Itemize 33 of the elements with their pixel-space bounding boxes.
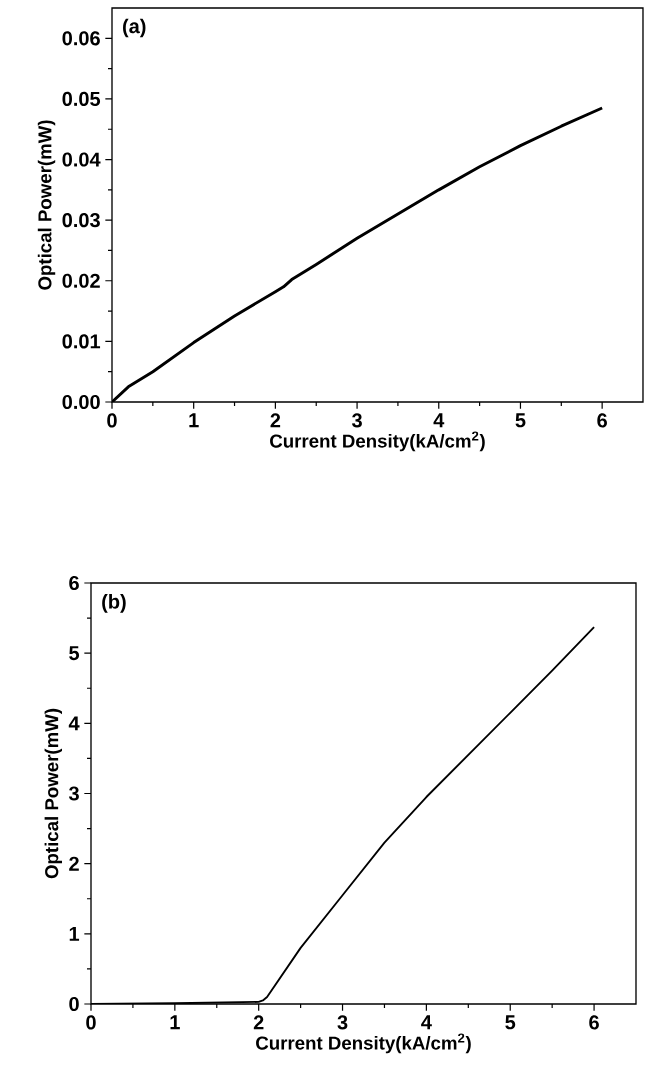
x-axis-title: Current Density(kA/cm$^{2}$) [256,1033,471,1054]
annotation: (b) [102,594,126,613]
y-tick-label: 5 [69,646,80,661]
y-tick-label: 0.00 [62,394,100,410]
y-tick-label: 3 [68,786,79,801]
x-tick-label: 3 [351,413,362,428]
y-tick-label: 0.03 [62,213,100,228]
y-axis-title: Optical Power(mW) [37,120,56,290]
x-tick-label: 6 [597,413,607,428]
x-tick-label: 1 [170,1015,180,1030]
x-tick-label: 4 [433,413,445,428]
x-tick-label: 6 [589,1015,599,1030]
x-tick-label: 2 [253,1015,264,1030]
y-tick-label: 0.06 [62,31,100,46]
y-axis-title: Optical Power(mW) [44,708,63,879]
x-tick-label: 3 [337,1015,348,1030]
y-tick-label: 6 [69,575,79,591]
annotation: (a) [123,18,146,38]
x-tick-label: 0 [107,413,117,428]
y-tick-label: 0.04 [62,152,101,167]
y-tick-label: 4 [68,716,80,731]
y-tick-label: 1 [69,926,80,941]
x-axis-title: Current Density(kA/cm$^{2}$) [270,431,485,452]
x-tick-label: 5 [515,413,526,428]
y-tick-label: 0.02 [62,273,100,288]
y-tick-label: 0 [69,996,79,1012]
y-tick-label: 0.05 [62,91,101,106]
x-tick-label: 5 [505,1015,516,1030]
x-tick-label: 1 [189,413,199,428]
x-tick-label: 2 [270,413,281,428]
x-tick-label: 4 [421,1015,432,1030]
y-tick-label: 0.01 [62,334,101,349]
y-tick-label: 2 [69,856,79,871]
